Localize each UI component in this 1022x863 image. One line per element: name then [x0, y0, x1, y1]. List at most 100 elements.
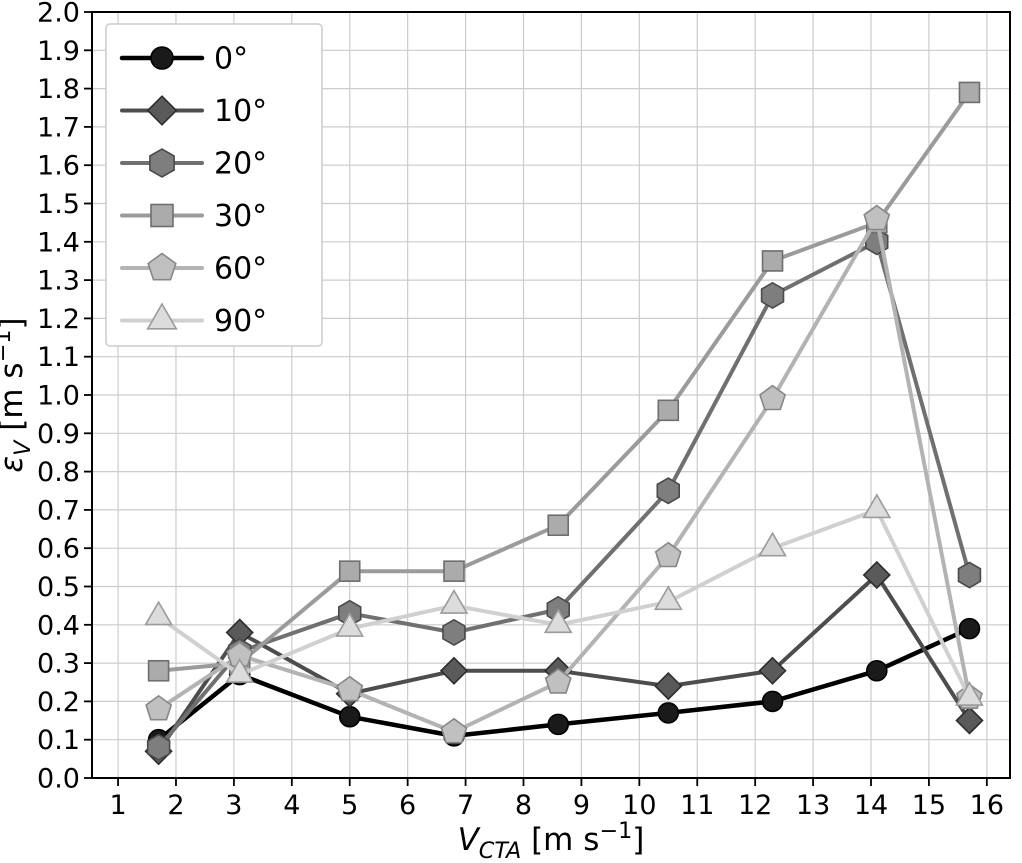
square-marker-icon: [547, 514, 570, 537]
pentagon-marker-icon: [544, 668, 572, 694]
circle-marker-icon: [865, 659, 888, 682]
pentagon-marker-icon: [759, 384, 787, 411]
pentagon-marker-icon: [654, 541, 682, 568]
diamond-marker-icon: [862, 560, 891, 590]
y-tick-label: 0.2: [37, 687, 80, 718]
legend-label: 20°: [214, 147, 267, 182]
x-tick-label: 5: [341, 790, 358, 821]
legend-entry: 90°: [120, 302, 267, 339]
series-90deg: [144, 493, 984, 706]
y-tick-label: 1.2: [37, 304, 80, 335]
y-tick-label: 1.3: [37, 266, 80, 297]
circle-marker-icon: [761, 690, 784, 713]
y-tick-label: 0.1: [37, 725, 80, 756]
triangle-marker-icon: [144, 600, 173, 626]
square-marker-icon: [761, 250, 784, 272]
y-tick-label: 1.7: [37, 112, 80, 143]
diamond-marker-icon: [955, 706, 984, 735]
circle-marker-icon: [150, 46, 174, 70]
triangle-marker-icon: [439, 589, 469, 614]
series-60deg: [145, 204, 983, 744]
legend-label: 60°: [214, 252, 267, 287]
ticks: 1 2 3 4 5 6 7 8 9 10 11 12 13 14 15 160.00.10.20.30.40.…: [37, 0, 1004, 821]
pentagon-marker-icon: [440, 717, 468, 744]
y-tick-label: 0.0: [37, 763, 80, 794]
y-tick-label: 1.4: [37, 227, 80, 258]
x-tick-label: 15: [912, 790, 946, 821]
hexagon-marker-icon: [957, 561, 982, 589]
x-tick-label: 8: [515, 790, 532, 821]
square-marker-icon: [338, 560, 361, 582]
y-tick-label: 1.1: [37, 342, 80, 373]
x-tick-label: 16: [970, 790, 1004, 821]
x-tick-label: 6: [399, 790, 416, 821]
x-tick-label: 14: [854, 790, 888, 821]
legend-entry: 20°: [120, 147, 267, 182]
x-tick-label: 7: [457, 790, 474, 821]
triangle-marker-icon: [862, 493, 892, 519]
x-tick-label: 13: [796, 790, 830, 821]
triangle-marker-icon: [225, 658, 255, 683]
y-tick-label: 0.8: [37, 457, 80, 488]
diamond-marker-icon: [146, 95, 178, 126]
legend-entry: 30°: [120, 199, 267, 234]
x-tick-label: 11: [680, 790, 714, 821]
square-marker-icon: [150, 203, 174, 228]
legend: 0° 10° 20° 30° 60° 90°: [105, 23, 323, 347]
legend-label: 30°: [214, 199, 267, 234]
diamond-marker-icon: [758, 656, 787, 685]
hexagon-marker-icon: [760, 281, 785, 310]
pentagon-marker-icon: [336, 675, 364, 702]
legend-label: 10°: [214, 94, 267, 129]
square-marker-icon: [147, 659, 170, 682]
y-tick-label: 0.4: [37, 610, 80, 641]
x-tick-label: 3: [225, 790, 242, 821]
x-axis-label: VCTA [m s−1]: [458, 818, 645, 863]
triangle-marker-icon: [758, 531, 787, 557]
y-tick-label: 0.7: [37, 495, 80, 526]
hexagon-marker-icon: [146, 733, 171, 761]
y-tick-label: 2.0: [37, 0, 80, 28]
circle-marker-icon: [958, 617, 981, 640]
circle-marker-icon: [657, 702, 680, 724]
circle-marker-icon: [338, 705, 361, 728]
triangle-marker-icon: [955, 680, 984, 706]
circle-marker-icon: [547, 713, 570, 736]
y-tick-label: 0.3: [37, 649, 80, 680]
y-tick-label: 0.6: [37, 534, 80, 565]
hexagon-marker-icon: [656, 477, 681, 505]
legend-label: 0°: [214, 42, 248, 77]
square-marker-icon: [958, 81, 981, 104]
pentagon-marker-icon: [145, 694, 173, 721]
triangle-marker-icon: [335, 612, 365, 637]
square-marker-icon: [657, 399, 680, 422]
pentagon-marker-icon: [147, 252, 177, 281]
triangle-marker-icon: [653, 585, 683, 611]
diamond-marker-icon: [654, 671, 683, 701]
legend-label: 90°: [214, 304, 267, 339]
diamond-marker-icon: [439, 656, 469, 685]
hexagon-marker-icon: [149, 148, 175, 178]
legend-entry: 0°: [119, 42, 248, 77]
y-tick-label: 1.6: [37, 151, 80, 182]
hexagon-marker-icon: [442, 618, 466, 647]
legend-entry: 60°: [120, 252, 267, 287]
y-tick-label: 1.0: [37, 380, 80, 411]
x-tick-label: 10: [622, 790, 656, 821]
x-tick-label: 12: [738, 790, 772, 821]
y-tick-label: 0.9: [37, 419, 80, 450]
legend-entry: 10°: [120, 94, 267, 129]
square-marker-icon: [443, 560, 465, 582]
x-tick-label: 1: [109, 790, 126, 821]
x-tick-label: 4: [283, 790, 300, 821]
y-tick-label: 1.9: [37, 36, 80, 67]
pentagon-marker-icon: [863, 204, 891, 231]
y-axis-label: εV [m s−1]: [0, 317, 36, 472]
x-tick-label: 2: [167, 790, 184, 821]
y-tick-label: 1.8: [37, 74, 80, 105]
x-tick-label: 9: [573, 790, 590, 821]
y-tick-label: 0.5: [37, 572, 80, 603]
triangle-marker-icon: [146, 302, 178, 330]
